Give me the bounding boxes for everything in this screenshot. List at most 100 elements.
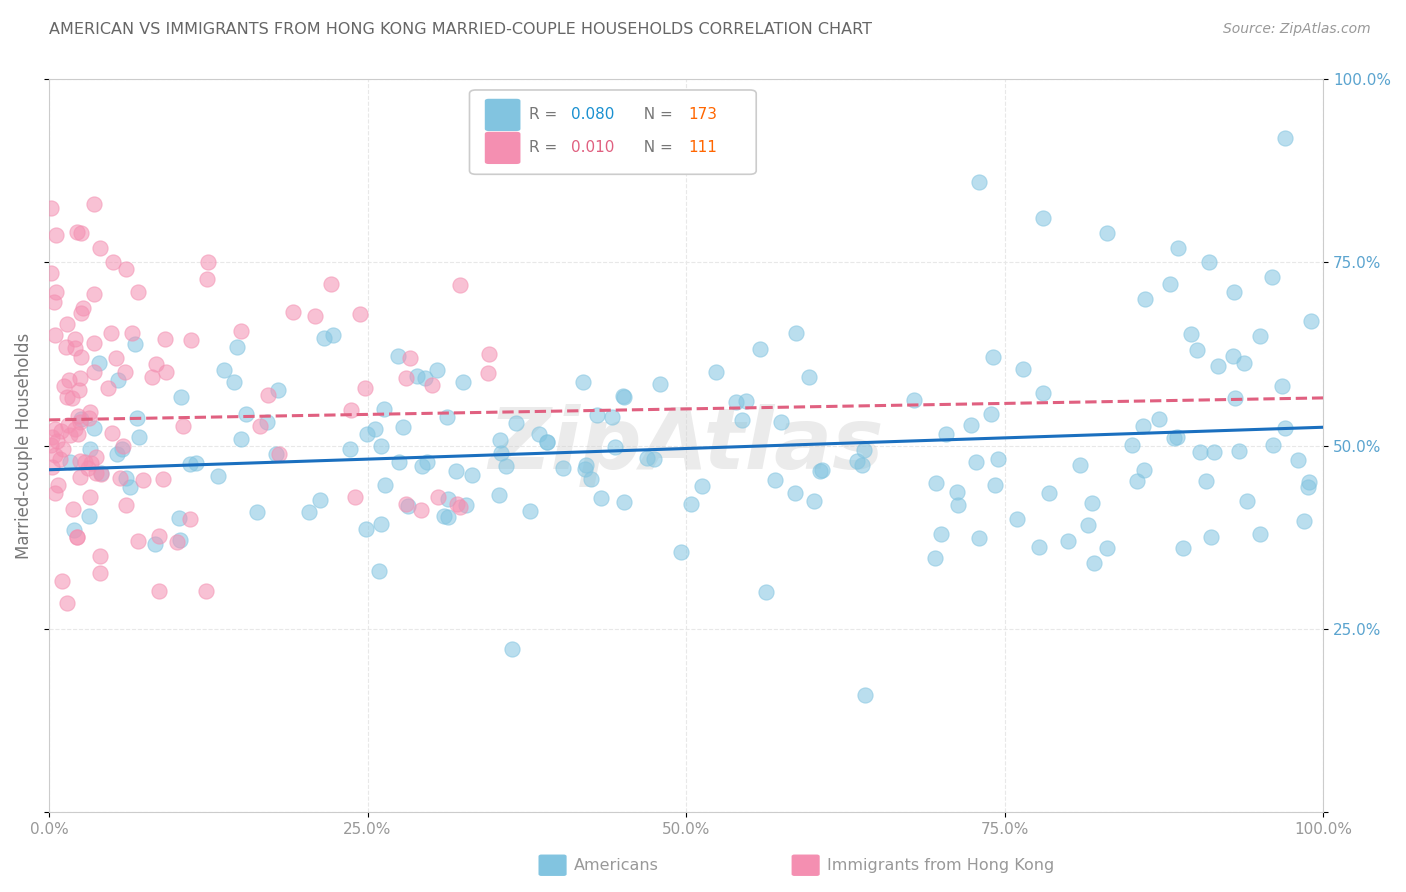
Point [69,350,91,364]
Point [224,375,246,389]
Point [84,450,107,464]
Point [1069,458,1091,472]
Point [69,415,91,429]
Point [59,428,82,442]
Point [903,393,925,408]
Point [267,383,290,397]
Point [72,301,94,315]
Point [235,407,257,421]
Point [45,227,67,242]
Point [1167,241,1189,255]
Text: R =: R = [530,107,562,122]
Point [46,434,69,448]
Point [180,333,202,347]
Point [101,426,124,441]
Point [987,451,1010,466]
Point [322,328,344,343]
Point [70,412,93,426]
Point [83,365,105,379]
Point [101,255,124,269]
Point [79,411,101,425]
Point [63,341,86,355]
Point [186,456,208,470]
Point [406,369,429,384]
Point [613,391,636,405]
Point [127,533,149,548]
Point [811,463,834,477]
Point [433,509,456,524]
Point [1195,475,1218,489]
Point [396,499,419,513]
Point [373,401,395,416]
FancyBboxPatch shape [470,90,756,174]
Point [1166,429,1188,443]
Point [231,432,253,446]
Point [505,416,527,430]
Point [669,544,692,558]
Point [1298,480,1320,494]
Point [395,497,418,511]
Point [785,326,807,341]
Point [86,467,108,481]
Point [77,508,100,523]
Point [44,448,66,462]
Point [1126,474,1149,488]
Point [1263,438,1285,452]
Point [195,272,218,286]
Point [1198,255,1220,269]
Point [1222,350,1244,364]
Text: 111: 111 [689,140,717,155]
Point [420,377,443,392]
Point [62,523,84,537]
Point [66,409,89,424]
Point [704,366,727,380]
Point [967,175,990,189]
Point [153,332,176,346]
Point [308,492,330,507]
Point [125,410,148,425]
Point [143,537,166,551]
Point [803,494,825,508]
Point [87,356,110,370]
Point [41,459,63,474]
Text: N =: N = [634,107,678,122]
Point [56,417,79,432]
Point [783,486,806,500]
Point [83,286,105,301]
Point [367,564,389,578]
Text: Americans: Americans [574,858,658,872]
Point [44,422,66,436]
Point [1077,518,1099,533]
Point [574,462,596,476]
Point [394,371,416,385]
Point [1095,226,1118,240]
Point [58,373,80,387]
Point [169,533,191,548]
Point [489,446,512,460]
Point [128,430,150,444]
Point [1007,512,1029,526]
Point [799,370,821,384]
Point [946,485,969,500]
Point [1185,343,1208,358]
Point [967,531,990,545]
Point [105,447,128,461]
Point [66,530,89,544]
Point [1057,533,1080,548]
Point [90,466,112,480]
Point [960,417,983,432]
Point [519,504,541,518]
Point [79,490,101,504]
Point [808,464,831,478]
Point [575,458,598,473]
Point [120,480,142,494]
Point [612,495,634,509]
Point [170,390,193,404]
Point [246,504,269,518]
Point [51,574,73,589]
Point [304,309,326,323]
Point [257,388,280,402]
Point [643,452,665,467]
FancyBboxPatch shape [485,132,520,164]
Point [214,362,236,376]
